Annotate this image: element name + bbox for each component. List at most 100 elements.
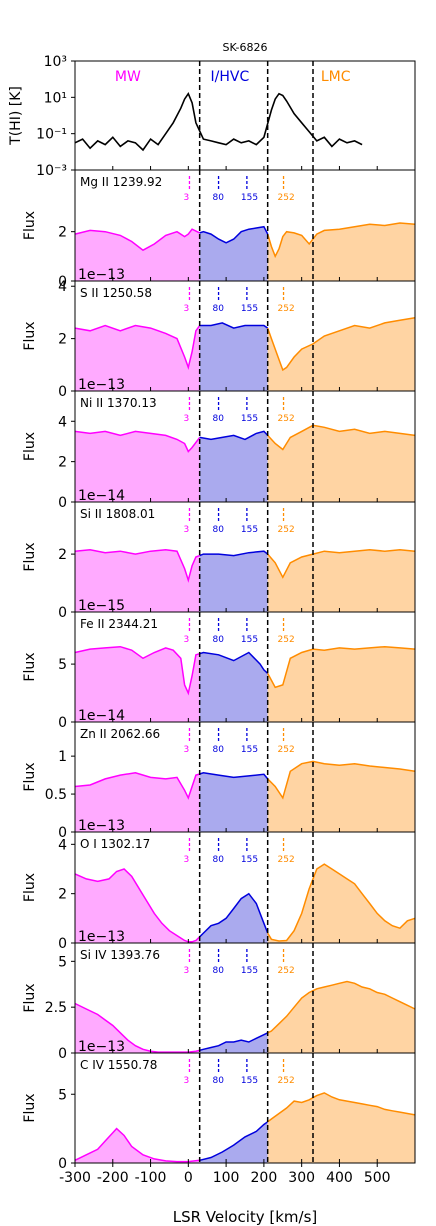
flux-fill-ihvc	[199, 1121, 268, 1163]
x-tick-label: -100	[135, 1170, 167, 1186]
panel-5: 0 5 Flux Fe II 2344.21 3 80 155 252 1e−14	[22, 611, 416, 731]
component-marker-label: 155	[241, 745, 258, 755]
y-tick-label: 0	[58, 715, 67, 731]
y-tick-label: 10¹	[44, 90, 67, 106]
flux-fill-ihvc	[199, 226, 268, 281]
y-tick-label: 2	[58, 887, 67, 903]
y-axis-label: Flux	[22, 983, 38, 1012]
flux-line-lmc	[266, 316, 416, 372]
component-marker-label: 155	[241, 855, 258, 865]
x-tick-label: 0	[184, 1170, 193, 1186]
component-marker-label: 155	[241, 1076, 258, 1086]
component-marker-label: 252	[278, 855, 295, 865]
flux-line-mw	[74, 430, 201, 453]
y-axis-label: Flux	[22, 432, 38, 461]
component-marker-label: 252	[278, 635, 295, 645]
component-marker-label: 3	[183, 414, 189, 424]
flux-fill-lmc	[267, 549, 415, 612]
flux-line-ihvc	[199, 550, 269, 557]
component-marker-label: 155	[241, 966, 258, 976]
flux-line-mw	[74, 645, 200, 696]
flux-fill-mw	[75, 431, 200, 502]
scale-label: 1e−15	[78, 598, 125, 614]
flux-fill-ihvc	[199, 431, 268, 502]
component-marker-label: 155	[241, 525, 258, 535]
flux-fill-lmc	[267, 761, 415, 832]
flux-fill-ihvc	[199, 893, 268, 943]
y-tick-label: 0	[58, 1046, 67, 1062]
component-marker-label: 80	[213, 1076, 225, 1086]
panel-1: 0 2 Flux Mg II 1239.92 3 80 155 252 1e−13	[22, 169, 416, 290]
scale-label: 1e−13	[78, 267, 125, 283]
line-name: C IV 1550.78	[80, 1058, 157, 1072]
component-marker-label: 3	[183, 745, 189, 755]
flux-line-mw	[74, 1002, 200, 1053]
y-tick-label: 5	[58, 657, 67, 673]
component-marker-label: 252	[278, 525, 295, 535]
region-label: MW	[115, 69, 141, 85]
flux-line-ihvc	[199, 1032, 269, 1052]
flux-fill-lmc	[267, 864, 415, 943]
scale-label: 1e−13	[78, 818, 125, 834]
component-marker-label: 3	[183, 193, 189, 203]
flux-line-lmc	[267, 1092, 416, 1123]
flux-fill-mw	[75, 325, 200, 391]
y-tick-label: 4	[58, 837, 67, 853]
flux-fill-ihvc	[199, 772, 268, 832]
hi-spectrum-line	[74, 92, 363, 152]
component-marker-label: 80	[213, 193, 225, 203]
flux-line-mw	[74, 324, 201, 371]
x-tick-label: 100	[213, 1170, 240, 1186]
flux-line-ihvc	[199, 1121, 269, 1162]
line-name: S II 1250.58	[80, 286, 152, 300]
flux-fill-lmc	[267, 646, 415, 722]
flux-fill-lmc	[267, 1092, 415, 1163]
component-marker-label: 252	[278, 414, 295, 424]
component-marker-label: 3	[183, 304, 189, 314]
x-tick-label: 500	[364, 1170, 391, 1186]
flux-line-lmc	[267, 863, 416, 942]
panel-6: 0 0.5 1 Flux Zn II 2062.66 3 80 155 252 1e−13	[22, 721, 416, 841]
flux-fill-lmc	[267, 981, 415, 1053]
y-axis-label: Flux	[22, 1093, 38, 1122]
flux-line-lmc	[267, 549, 416, 579]
y-axis-label: Flux	[22, 762, 38, 791]
panel-0: 10⁻³ 10⁻¹ 10¹ 10³ T(HI) [K] MW I/HVC LMC	[8, 54, 416, 179]
panels: 10⁻³ 10⁻¹ 10¹ 10³ T(HI) [K] MW I/HVC LMC 0 2 Flux M…	[8, 54, 416, 1172]
flux-line-ihvc	[199, 892, 269, 938]
flux-fill-lmc	[267, 317, 415, 391]
y-tick-label: 0	[58, 1156, 67, 1172]
flux-fill-ihvc	[199, 652, 268, 722]
y-axis-label: Flux	[22, 873, 38, 902]
component-marker-label: 80	[213, 966, 225, 976]
component-marker-label: 155	[241, 304, 258, 314]
y-tick-label: 2	[58, 225, 67, 241]
line-name: Si IV 1393.76	[80, 948, 160, 962]
region-label: LMC	[321, 69, 351, 85]
y-tick-label: 0	[58, 605, 67, 621]
flux-line-mw	[74, 1127, 200, 1163]
scale-label: 1e−14	[78, 488, 125, 504]
flux-line-lmc	[267, 980, 416, 1034]
flux-line-lmc	[266, 222, 416, 259]
component-marker-label: 80	[213, 745, 225, 755]
y-tick-label: 0.5	[45, 787, 67, 803]
y-tick-label: 2	[58, 332, 67, 348]
flux-line-lmc	[267, 645, 416, 689]
line-name: Zn II 2062.66	[80, 727, 160, 741]
region-label: I/HVC	[211, 69, 250, 85]
component-marker-label: 3	[183, 1076, 189, 1086]
line-name: Fe II 2344.21	[80, 617, 158, 631]
flux-line-ihvc	[199, 430, 269, 441]
y-tick-label: 0	[58, 936, 67, 952]
y-tick-label: 5	[58, 954, 67, 970]
component-marker-label: 155	[241, 414, 258, 424]
y-axis-label: Flux	[22, 321, 38, 350]
flux-line-lmc	[267, 424, 416, 451]
component-marker-label: 80	[213, 525, 225, 535]
line-name: Si II 1808.01	[80, 507, 155, 521]
x-tick-label: 400	[326, 1170, 353, 1186]
flux-fill-mw	[75, 229, 200, 281]
flux-line-ihvc	[199, 225, 269, 244]
